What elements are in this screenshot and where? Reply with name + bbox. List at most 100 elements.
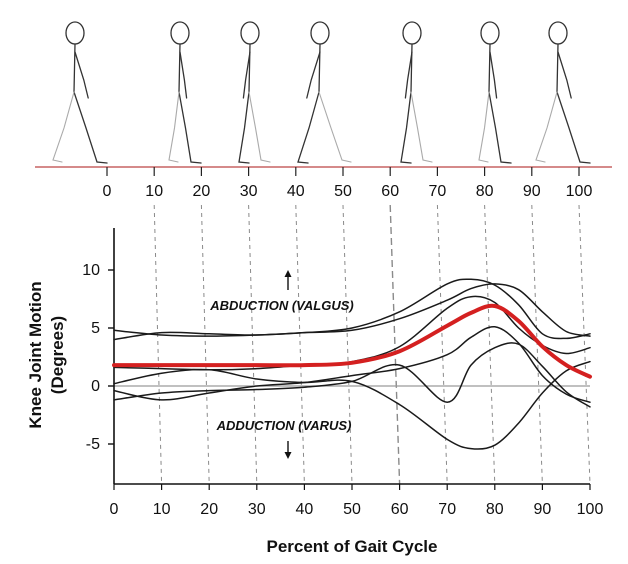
figure-leg-front bbox=[556, 91, 591, 164]
y-tick-label-5: 5 bbox=[91, 320, 100, 337]
figure-torso bbox=[318, 43, 321, 93]
top-tick-label-60: 60 bbox=[381, 183, 399, 200]
figure-torso bbox=[488, 43, 491, 93]
series-line-3 bbox=[113, 283, 591, 341]
gridline-x-20 bbox=[200, 204, 210, 485]
figure-torso bbox=[73, 43, 76, 93]
figure-torso bbox=[178, 43, 181, 93]
walking-figure-icon bbox=[480, 21, 512, 164]
gridline-x-60 bbox=[389, 204, 401, 485]
walking-figure-icon bbox=[238, 21, 260, 164]
figure-leg-front bbox=[400, 91, 412, 164]
arrow-down-icon bbox=[284, 441, 292, 459]
figure-head bbox=[170, 21, 190, 45]
figure-arm bbox=[242, 51, 251, 99]
figure-head bbox=[240, 21, 260, 45]
gridline-x-30 bbox=[248, 204, 258, 485]
series-line-5 bbox=[113, 342, 591, 408]
x-tick-label-20: 20 bbox=[200, 501, 218, 518]
x-tick-label-30: 30 bbox=[248, 501, 266, 518]
gridline-x-100 bbox=[578, 204, 591, 485]
top-tick-label-90: 90 bbox=[523, 183, 541, 200]
figure-leg-back bbox=[535, 91, 558, 163]
figure-arm bbox=[404, 51, 413, 99]
figure-head bbox=[310, 21, 330, 45]
walking-figure-icon bbox=[400, 21, 422, 164]
abduction-label: ABDUCTION (VALGUS) bbox=[209, 298, 353, 313]
figure-leg-back bbox=[318, 91, 352, 163]
top-tick-label-100: 100 bbox=[566, 183, 593, 200]
walking-figure-back-leg-icon bbox=[410, 91, 433, 163]
figure-leg-front bbox=[238, 91, 250, 164]
x-tick-label-50: 50 bbox=[343, 501, 361, 518]
top-tick-label-50: 50 bbox=[334, 183, 352, 200]
y-axis-ticks: 10 5 0 -5 bbox=[82, 262, 114, 453]
figure-leg-front bbox=[73, 91, 108, 164]
top-scale-ticks: 0 10 20 30 40 50 60 70 80 90 100 bbox=[103, 167, 593, 200]
figure-head bbox=[65, 21, 85, 45]
series-line-7 bbox=[113, 326, 591, 403]
y-tick-label-10: 10 bbox=[82, 262, 100, 279]
top-tick-label-20: 20 bbox=[193, 183, 211, 200]
series-group bbox=[112, 278, 592, 450]
top-tick-label-70: 70 bbox=[429, 183, 447, 200]
gridline-x-10 bbox=[153, 204, 163, 485]
x-tick-label-100: 100 bbox=[577, 501, 604, 518]
arrow-up-icon bbox=[284, 270, 292, 290]
x-tick-label-0: 0 bbox=[110, 501, 119, 518]
x-tick-label-80: 80 bbox=[486, 501, 504, 518]
figure-head bbox=[402, 21, 422, 45]
gridline-x-40 bbox=[295, 204, 305, 485]
walking-figure-back-leg-icon bbox=[248, 91, 271, 163]
adduction-label: ADDUCTION (VARUS) bbox=[216, 418, 352, 433]
x-tick-label-70: 70 bbox=[438, 501, 456, 518]
figure-leg-back bbox=[248, 91, 271, 163]
figure-arm bbox=[489, 51, 498, 99]
figure-torso bbox=[248, 43, 251, 93]
figure-head bbox=[480, 21, 500, 45]
figure-leg-front bbox=[178, 91, 202, 164]
series-line-6 bbox=[113, 360, 591, 450]
y-axis-title-line1: Knee Joint Motion bbox=[26, 281, 45, 428]
x-tick-label-10: 10 bbox=[153, 501, 171, 518]
walking-figure-icon bbox=[65, 21, 108, 164]
figure-arm bbox=[306, 51, 321, 99]
walking-figure-icon bbox=[297, 21, 330, 164]
gridline-x-70 bbox=[436, 204, 448, 485]
gait-figure-strip bbox=[52, 21, 591, 164]
gridline-x-80 bbox=[484, 204, 496, 485]
top-tick-label-80: 80 bbox=[476, 183, 494, 200]
series-line-2 bbox=[113, 278, 591, 340]
figure-torso bbox=[556, 43, 559, 93]
figure-arm bbox=[557, 51, 572, 99]
figure-leg-back bbox=[478, 91, 490, 163]
figure-arm bbox=[74, 51, 89, 99]
x-axis-ticks: 0 10 20 30 40 50 60 70 80 90 100 bbox=[110, 484, 604, 518]
figure-torso bbox=[410, 43, 413, 93]
walking-figure-icon bbox=[548, 21, 591, 164]
top-tick-label-10: 10 bbox=[145, 183, 163, 200]
x-tick-label-60: 60 bbox=[391, 501, 409, 518]
y-axis-title-line2: (Degrees) bbox=[48, 316, 67, 394]
walking-figure-back-leg-icon bbox=[318, 91, 352, 163]
top-tick-label-0: 0 bbox=[103, 183, 112, 200]
gridlines bbox=[114, 204, 591, 485]
walking-figure-icon bbox=[170, 21, 202, 164]
figure-head bbox=[548, 21, 568, 45]
top-tick-label-30: 30 bbox=[240, 183, 258, 200]
figure-leg-back bbox=[52, 91, 75, 163]
figure-leg-back bbox=[168, 91, 180, 163]
x-tick-label-40: 40 bbox=[296, 501, 314, 518]
walking-figure-back-leg-icon bbox=[535, 91, 558, 163]
series-line-mean bbox=[112, 303, 592, 379]
gridline-x-50 bbox=[342, 204, 353, 485]
y-tick-label-0: 0 bbox=[91, 378, 100, 395]
figure-leg-back bbox=[410, 91, 433, 163]
figure-leg-front bbox=[488, 91, 512, 164]
gridline-x-90 bbox=[531, 204, 543, 485]
walking-figure-back-leg-icon bbox=[478, 91, 490, 163]
walking-figure-back-leg-icon bbox=[168, 91, 180, 163]
y-tick-label--5: -5 bbox=[86, 436, 100, 453]
top-tick-label-40: 40 bbox=[287, 183, 305, 200]
